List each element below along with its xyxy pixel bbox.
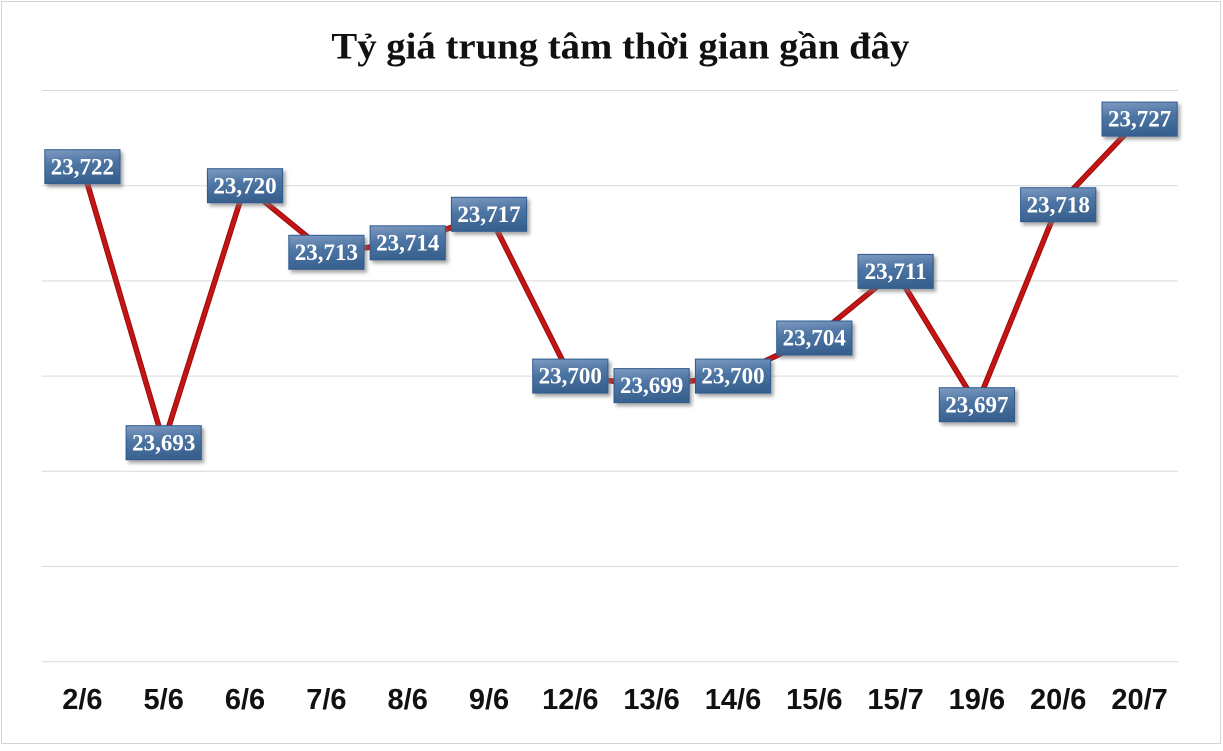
- svg-text:23,700: 23,700: [539, 364, 602, 389]
- svg-text:8/6: 8/6: [388, 684, 428, 716]
- svg-text:14/6: 14/6: [705, 684, 761, 716]
- svg-text:23,699: 23,699: [620, 373, 683, 398]
- svg-text:23,720: 23,720: [213, 173, 276, 198]
- svg-text:23,718: 23,718: [1027, 192, 1090, 217]
- svg-text:19/6: 19/6: [949, 684, 1005, 716]
- svg-text:23,713: 23,713: [295, 240, 358, 265]
- svg-text:7/6: 7/6: [306, 684, 346, 716]
- svg-text:20/7: 20/7: [1111, 684, 1167, 716]
- svg-text:Tỷ giá trung tâm thời gian gần: Tỷ giá trung tâm thời gian gần đây: [331, 26, 910, 67]
- svg-text:23,711: 23,711: [865, 259, 927, 284]
- svg-text:15/6: 15/6: [786, 684, 842, 716]
- svg-text:9/6: 9/6: [469, 684, 509, 716]
- svg-text:20/6: 20/6: [1030, 684, 1086, 716]
- svg-text:23,697: 23,697: [945, 392, 1008, 417]
- svg-text:13/6: 13/6: [623, 684, 679, 716]
- svg-text:12/6: 12/6: [542, 684, 598, 716]
- svg-text:23,714: 23,714: [376, 230, 440, 255]
- svg-text:23,704: 23,704: [783, 326, 847, 351]
- svg-text:23,693: 23,693: [132, 430, 195, 455]
- svg-text:2/6: 2/6: [62, 684, 102, 716]
- svg-text:23,717: 23,717: [457, 202, 520, 227]
- svg-text:15/7: 15/7: [867, 684, 923, 716]
- svg-text:6/6: 6/6: [225, 684, 265, 716]
- svg-text:23,722: 23,722: [51, 154, 114, 179]
- svg-text:23,727: 23,727: [1108, 107, 1171, 132]
- svg-text:5/6: 5/6: [144, 684, 184, 716]
- svg-text:23,700: 23,700: [701, 364, 764, 389]
